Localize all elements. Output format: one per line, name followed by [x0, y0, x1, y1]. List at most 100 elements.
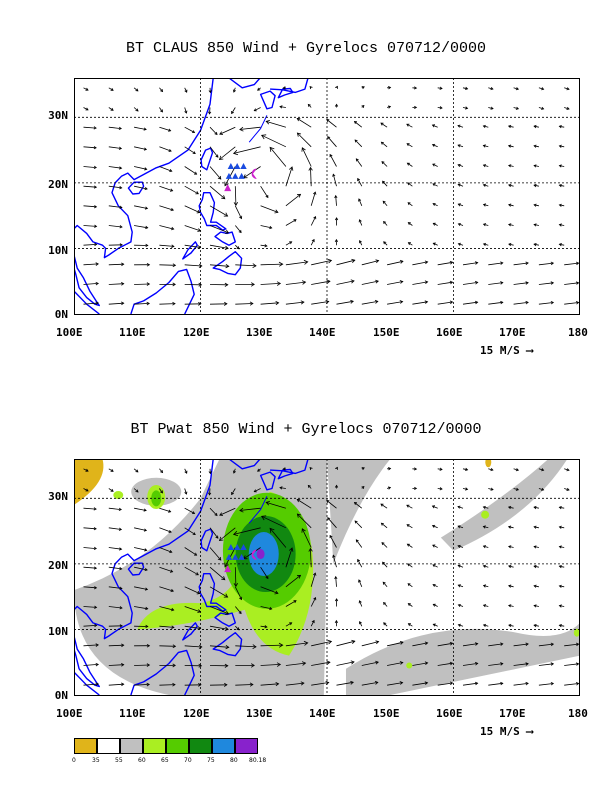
wind-vector-arrow: [508, 584, 514, 588]
wind-vector-arrow: [406, 543, 413, 548]
wind-vector-arrow: [269, 146, 287, 167]
wind-vector-arrow: [108, 262, 125, 267]
wind-vector-arrow: [310, 597, 317, 607]
wind-vector-arrow: [260, 662, 282, 667]
wind-vector-arrow: [432, 584, 438, 588]
wind-vector-arrow: [482, 144, 489, 148]
gyre-center-icon: [251, 168, 257, 179]
coastline-china: [74, 459, 214, 640]
wind-vector-arrow: [308, 547, 313, 568]
panel2-svg: [74, 459, 580, 695]
wind-vector-arrow: [285, 259, 309, 266]
wind-vector-arrow: [462, 261, 479, 266]
wind-vector-arrow: [184, 244, 202, 250]
legend-tick-label: 55: [115, 757, 123, 764]
x-tick-label: 110E: [119, 326, 146, 339]
gyre-center-icon: [251, 549, 257, 560]
wind-vector-arrow: [83, 662, 99, 667]
wind-vector-arrow: [387, 86, 392, 90]
wind-vector-arrow: [431, 524, 438, 529]
wind-vector-arrow: [279, 486, 286, 490]
wind-vector-arrow: [437, 300, 454, 305]
wind-vector-arrow: [184, 263, 203, 268]
coastline-hainan: [127, 562, 145, 576]
wind-vector-arrow: [412, 486, 418, 491]
pwat-region: [485, 459, 492, 468]
gyre-triangle-icon: [232, 172, 239, 179]
wind-vector-arrow: [134, 586, 149, 591]
wind-vector-arrow: [209, 282, 229, 287]
x-tick-label: 150E: [373, 707, 400, 720]
wind-vector-arrow: [184, 547, 198, 556]
wind-vector-arrow: [159, 663, 176, 668]
wind-vector-arrow: [310, 238, 315, 246]
wind-vector-arrow: [335, 466, 338, 470]
wind-vector-arrow: [407, 222, 413, 226]
wind-vector-arrow: [564, 261, 580, 266]
wind-vector-arrow: [184, 107, 188, 114]
wind-vector-arrow: [336, 639, 356, 647]
wind-vector-arrow: [159, 682, 176, 687]
wind-vector-arrow: [209, 625, 229, 631]
wind-vector-arrow: [134, 243, 149, 248]
legend-tick-label: 60: [138, 757, 146, 764]
wind-vector-arrow: [239, 507, 261, 513]
wind-vector-arrow: [209, 606, 230, 615]
wind-vector-arrow: [134, 301, 150, 306]
coastline-mindanao: [212, 631, 243, 657]
wind-vector-arrow: [437, 661, 454, 666]
wind-vector-arrow: [108, 566, 123, 571]
coastline-malay-peninsula: [74, 635, 100, 688]
wind-vector-arrow: [83, 468, 89, 472]
wind-vector-arrow: [260, 281, 282, 286]
wind-vector-arrow: [184, 566, 199, 576]
coastline-layer: [74, 78, 309, 314]
wind-vector-arrow: [482, 545, 489, 549]
wind-vector-arrow: [538, 642, 555, 647]
wind-vector-arrow: [285, 622, 293, 627]
wind-vector-arrow: [407, 563, 413, 568]
wind-vector-arrow: [235, 282, 255, 287]
wind-vector-arrow: [108, 547, 123, 551]
wind-vector-layer: [83, 85, 580, 306]
legend-tick-label: 70: [184, 757, 192, 764]
wind-vector-arrow: [239, 126, 261, 132]
wind-vector-arrow: [184, 507, 196, 514]
wind-vector-arrow: [260, 606, 273, 611]
wind-vector-arrow: [209, 126, 218, 136]
panel2-map: [74, 459, 580, 695]
wind-vector-arrow: [457, 584, 464, 588]
wind-vector-arrow: [334, 484, 339, 489]
wind-vector-arrow: [359, 239, 363, 246]
wind-vector-arrow: [253, 488, 261, 493]
wind-vector-arrow: [232, 527, 261, 537]
wind-vector-arrow: [209, 205, 229, 217]
wind-vector-arrow: [533, 223, 539, 227]
wind-vector-arrow: [437, 487, 443, 491]
wind-vector-arrow: [564, 662, 580, 666]
wind-vector-arrow: [83, 242, 98, 247]
wind-vector-arrow: [334, 103, 339, 108]
wind-vector-arrow: [184, 282, 203, 287]
wind-vector-arrow: [361, 104, 365, 108]
y-tick-label: 0N: [54, 689, 68, 702]
wind-vector-arrow: [533, 243, 539, 247]
coastline-malay-peninsula: [74, 254, 100, 307]
wind-vector-arrow: [326, 500, 337, 509]
wind-vector-arrow: [533, 144, 539, 148]
wind-vector-arrow: [285, 193, 302, 207]
y-tick-label: 30N: [48, 109, 68, 122]
wind-vector-arrow: [353, 502, 363, 509]
x-tick-label: 140E: [309, 707, 336, 720]
wind-vector-arrow: [329, 534, 337, 548]
wind-vector-arrow: [83, 507, 97, 511]
wind-vector-arrow: [488, 106, 494, 110]
wind-vector-arrow: [558, 545, 565, 549]
wind-vector-arrow: [184, 488, 188, 495]
wind-vector-arrow: [184, 663, 203, 668]
wind-vector-arrow: [382, 200, 388, 207]
wind-vector-arrow: [159, 166, 173, 172]
wind-vector-arrow: [209, 185, 226, 200]
wind-vector-arrow: [488, 300, 504, 305]
wind-vector-arrow: [462, 642, 479, 647]
